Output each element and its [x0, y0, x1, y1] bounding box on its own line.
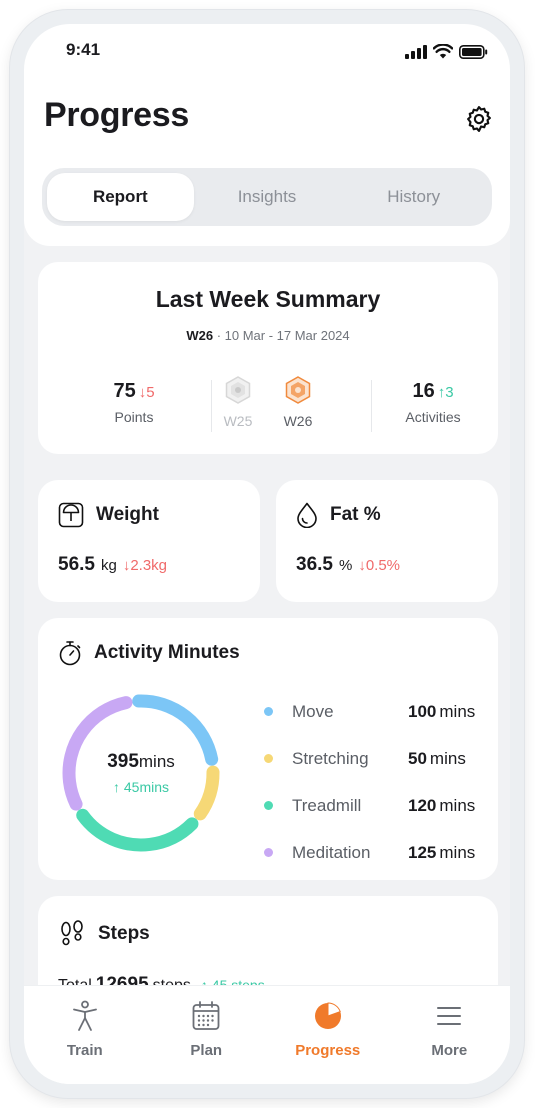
move-dot — [264, 707, 273, 716]
donut-segment-treadmill — [62, 694, 220, 852]
fat-title: Fat % — [330, 504, 381, 525]
legend-item-meditation: Meditation 125 mins — [264, 829, 486, 876]
activity-total: 395mins — [107, 751, 175, 772]
segmented-tabs: Report Insights History — [42, 168, 492, 226]
steps-title: Steps — [98, 923, 150, 944]
weight-delta: ↓2.3kg — [122, 557, 168, 574]
header-panel: 9:41 Progress — [24, 24, 510, 246]
weight-card[interactable]: Weight 56.5 kg ↓2.3kg — [38, 480, 260, 602]
summary-week: W26 — [186, 328, 214, 343]
activities-label: Activities — [405, 409, 461, 425]
nav-more[interactable]: More — [389, 986, 511, 1084]
bottom-tab-bar: Train Plan — [24, 985, 510, 1084]
legend-name: Meditation — [292, 842, 371, 862]
nav-label: Train — [66, 1042, 103, 1059]
calendar-icon — [192, 1001, 220, 1030]
fat-unit: % — [338, 557, 353, 574]
divider — [371, 380, 372, 432]
person-icon — [72, 1000, 97, 1031]
activities-stat: 16 ↑3 Activities — [388, 380, 478, 425]
weight-value: 56.5 — [58, 554, 95, 575]
weight-value-row: 56.5 kg ↓2.3kg — [58, 554, 167, 576]
points-label: Points — [114, 409, 154, 425]
gear-icon[interactable] — [464, 104, 494, 134]
weight-title: Weight — [96, 504, 159, 525]
summary-range: · 10 Mar - 17 Mar 2024 — [213, 328, 350, 343]
fat-card[interactable]: Fat % 36.5 % ↓0.5% — [276, 480, 498, 602]
points-stat: 75 ↓5 Points — [84, 380, 184, 425]
meditation-dot — [264, 848, 273, 857]
donut-segment-meditation — [62, 694, 220, 852]
weight-unit: kg — [100, 557, 117, 574]
legend-name: Stretching — [292, 748, 369, 768]
wifi-icon — [433, 44, 453, 59]
stopwatch-icon — [59, 641, 81, 666]
treadmill-dot — [264, 801, 273, 810]
summary-subtitle: W26 · 10 Mar - 17 Mar 2024 — [38, 328, 498, 343]
activity-title: Activity Minutes — [94, 642, 240, 663]
nav-train[interactable]: Train — [24, 986, 146, 1084]
points-delta: ↓5 — [138, 384, 155, 401]
phone-frame: 9:41 Progress — [10, 10, 524, 1098]
legend-item-move: Move 100 mins — [264, 688, 486, 735]
summary-card[interactable]: Last Week Summary W26 · 10 Mar - 17 Mar … — [38, 262, 498, 454]
badge-w25[interactable]: W25 — [218, 376, 258, 429]
page-title: Progress — [44, 96, 190, 134]
badge-w26[interactable]: W26 — [278, 376, 318, 429]
nav-plan[interactable]: Plan — [146, 986, 268, 1084]
legend-name: Move — [292, 701, 334, 721]
activity-delta: ↑ 45mins — [112, 779, 170, 795]
summary-title: Last Week Summary — [155, 286, 381, 312]
badge-w25-label: W25 — [223, 413, 253, 429]
tab-insights[interactable]: Insights — [237, 187, 297, 206]
nav-progress[interactable]: Progress — [267, 986, 389, 1084]
footprints-icon — [61, 920, 83, 946]
legend-value: 100 mins — [408, 701, 476, 721]
nav-label: Progress — [295, 1042, 361, 1059]
drop-icon — [297, 502, 317, 528]
legend-value: 125 mins — [408, 842, 476, 862]
legend-value: 50 mins — [408, 748, 466, 768]
activities-delta: ↑3 — [437, 384, 454, 401]
fat-value: 36.5 — [296, 554, 333, 575]
signal-icon — [405, 44, 427, 59]
badge-w26-label: W26 — [283, 413, 313, 429]
activity-card[interactable]: Activity Minutes 395mins ↑ 45mins Move 1… — [38, 618, 498, 880]
points-value: 75 — [113, 380, 136, 402]
nav-label: More — [431, 1042, 468, 1059]
pie-chart-icon — [314, 1002, 341, 1029]
activity-legend: Move 100 mins Stretching 50 mins Treadmill… — [264, 688, 486, 876]
battery-icon — [459, 44, 488, 59]
fat-value-row: 36.5 % ↓0.5% — [296, 554, 400, 576]
screen: 9:41 Progress — [24, 24, 510, 1084]
tab-history[interactable]: History — [387, 187, 441, 206]
status-time: 9:41 — [66, 40, 101, 59]
activity-donut-chart — [62, 694, 220, 852]
legend-item-treadmill: Treadmill 120 mins — [264, 782, 486, 829]
divider — [211, 380, 212, 432]
tab-report[interactable]: Report — [47, 173, 194, 221]
fat-delta: ↓0.5% — [358, 557, 401, 574]
status-icons — [405, 44, 488, 59]
legend-name: Treadmill — [292, 795, 362, 815]
scale-icon — [58, 502, 84, 528]
legend-value: 120 mins — [408, 795, 476, 815]
hexagon-badge-icon — [285, 376, 311, 404]
nav-label: Plan — [190, 1042, 223, 1059]
activities-value: 16 — [412, 380, 435, 402]
legend-item-stretching: Stretching 50 mins — [264, 735, 486, 782]
donut-center: 395mins ↑ 45mins — [56, 688, 226, 858]
menu-icon — [437, 1007, 462, 1025]
stretching-dot — [264, 754, 273, 763]
hexagon-badge-icon — [225, 376, 251, 404]
